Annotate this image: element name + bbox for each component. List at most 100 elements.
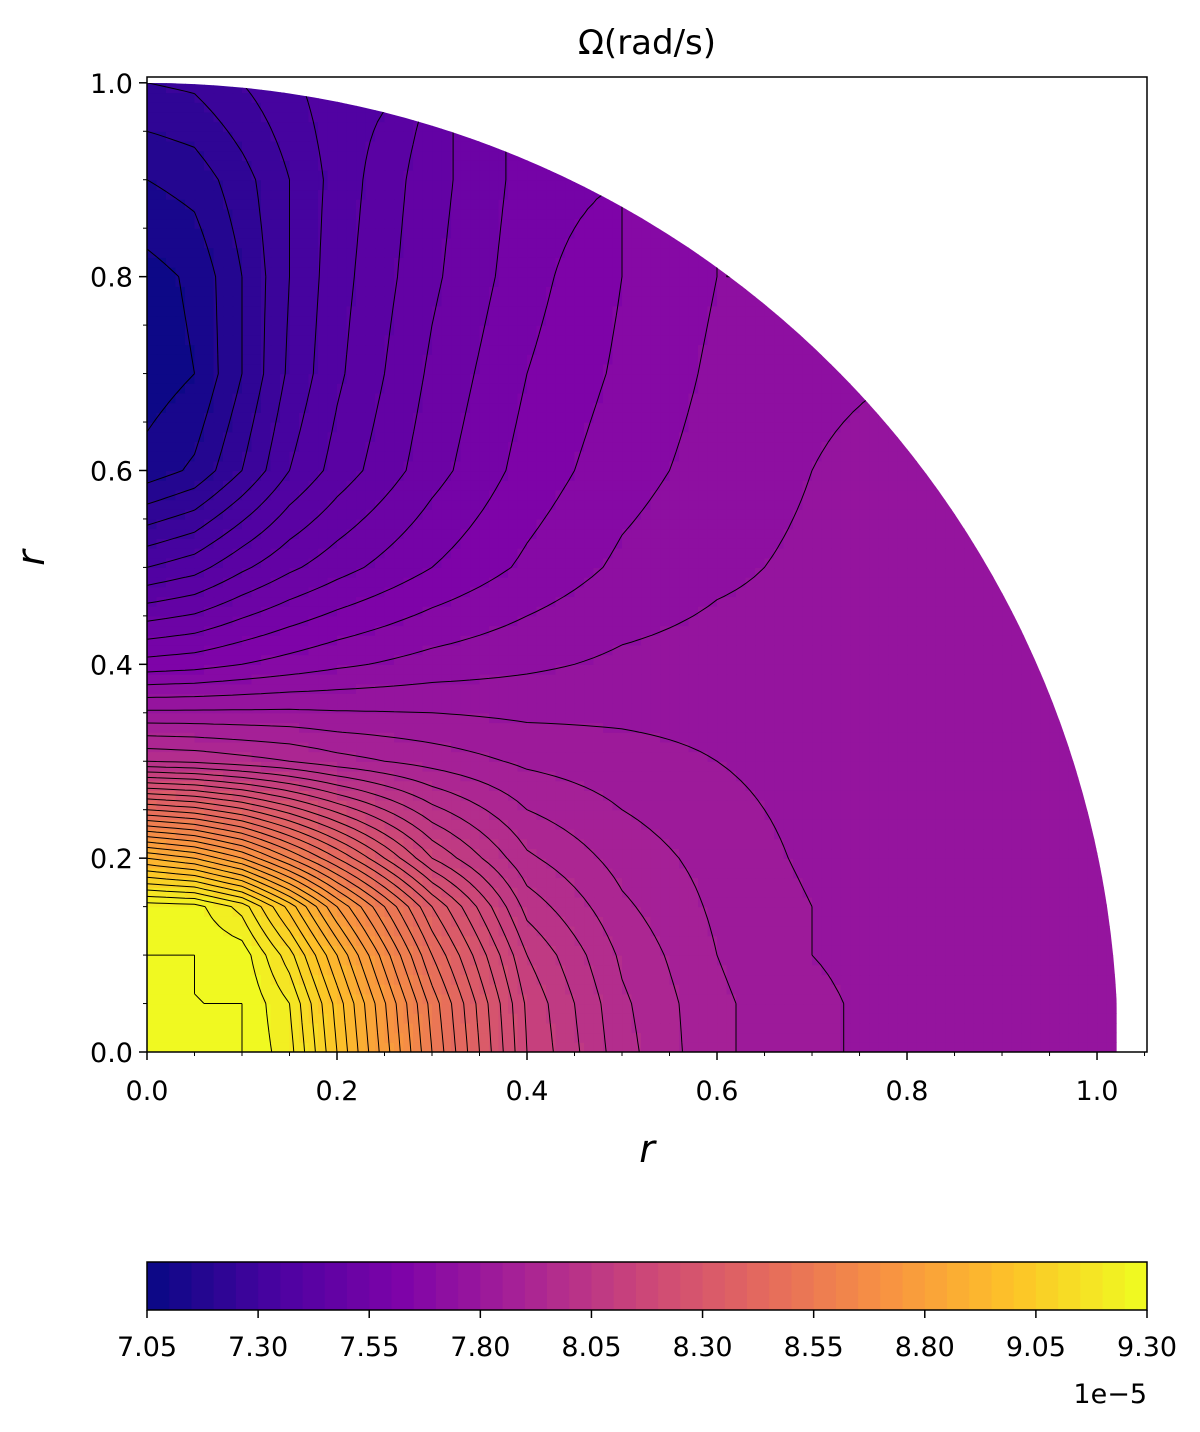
field-cell bbox=[460, 567, 471, 578]
field-cell bbox=[793, 693, 804, 704]
field-cell bbox=[802, 712, 813, 724]
field-cell bbox=[498, 809, 509, 820]
field-cell bbox=[745, 625, 756, 636]
field-cell bbox=[413, 964, 424, 976]
field-cell bbox=[1021, 790, 1032, 801]
field-cell bbox=[470, 896, 481, 908]
field-cell bbox=[555, 1013, 566, 1024]
field-cell bbox=[840, 780, 851, 791]
field-cell bbox=[394, 577, 405, 588]
field-cell bbox=[299, 800, 310, 811]
field-cell bbox=[812, 926, 823, 937]
field-cell bbox=[1049, 906, 1060, 917]
field-cell bbox=[1021, 964, 1032, 976]
field-cell bbox=[1030, 926, 1041, 937]
field-cell bbox=[223, 1022, 234, 1034]
field-cell bbox=[935, 877, 946, 888]
field-cell bbox=[622, 974, 633, 985]
field-cell bbox=[812, 1022, 823, 1034]
field-cell bbox=[622, 926, 633, 937]
field-cell bbox=[546, 877, 557, 888]
field-cell bbox=[517, 577, 528, 588]
field-cell bbox=[698, 906, 709, 917]
field-cell bbox=[1040, 703, 1051, 714]
field-cell bbox=[764, 693, 775, 704]
field-cell bbox=[1059, 761, 1070, 772]
field-cell bbox=[470, 819, 481, 830]
field-cell bbox=[327, 896, 338, 908]
field-cell bbox=[422, 906, 433, 917]
field-cell bbox=[964, 800, 975, 811]
field-cell bbox=[888, 974, 899, 985]
field-cell bbox=[375, 1032, 386, 1043]
field-cell bbox=[736, 1013, 747, 1024]
field-cell bbox=[745, 867, 756, 879]
field-cell bbox=[745, 838, 756, 850]
field-cell bbox=[460, 877, 471, 888]
field-cell bbox=[318, 935, 329, 946]
field-cell bbox=[1059, 906, 1070, 917]
field-cell bbox=[337, 557, 348, 569]
field-cell bbox=[612, 790, 623, 801]
field-cell bbox=[223, 964, 234, 976]
field-cell bbox=[1021, 993, 1032, 1005]
field-cell bbox=[755, 761, 766, 772]
field-cell bbox=[346, 703, 357, 714]
field-cell bbox=[337, 577, 348, 588]
field-cell bbox=[204, 712, 215, 724]
field-cell bbox=[574, 955, 585, 966]
field-cell bbox=[1030, 829, 1041, 840]
field-cell bbox=[213, 722, 224, 733]
field-cell bbox=[1059, 1003, 1070, 1014]
field-cell bbox=[840, 955, 851, 966]
field-cell bbox=[603, 635, 614, 646]
field-cell bbox=[850, 1003, 861, 1014]
field-cell bbox=[232, 674, 243, 685]
field-cell bbox=[536, 926, 547, 937]
field-cell bbox=[451, 926, 462, 937]
field-cell bbox=[498, 1032, 509, 1043]
field-cell bbox=[441, 935, 452, 946]
field-cell bbox=[1002, 945, 1013, 956]
field-cell bbox=[536, 693, 547, 704]
field-cell bbox=[356, 964, 367, 976]
field-cell bbox=[755, 596, 766, 607]
field-cell bbox=[1040, 1032, 1051, 1043]
field-cell bbox=[536, 606, 547, 617]
field-cell bbox=[156, 819, 167, 830]
field-cell bbox=[403, 935, 414, 946]
field-cell bbox=[840, 867, 851, 879]
field-cell bbox=[280, 586, 291, 598]
field-cell bbox=[403, 703, 414, 714]
field-cell bbox=[897, 703, 908, 714]
field-cell bbox=[232, 761, 243, 772]
field-cell bbox=[498, 586, 509, 598]
field-cell bbox=[821, 577, 832, 588]
field-cell bbox=[831, 935, 842, 946]
field-cell bbox=[327, 974, 338, 985]
field-cell bbox=[308, 838, 319, 850]
field-cell bbox=[631, 1003, 642, 1014]
field-cell bbox=[717, 1032, 728, 1043]
field-cell bbox=[166, 741, 177, 753]
field-cell bbox=[156, 887, 167, 898]
field-cell bbox=[802, 800, 813, 811]
field-cell bbox=[280, 838, 291, 850]
field-cell bbox=[299, 780, 310, 791]
field-cell bbox=[213, 644, 224, 656]
field-cell bbox=[242, 654, 253, 665]
field-cell bbox=[774, 819, 785, 830]
field-cell bbox=[147, 625, 158, 636]
field-cell bbox=[821, 838, 832, 850]
field-cell bbox=[584, 644, 595, 656]
field-cell bbox=[850, 896, 861, 908]
field-cell bbox=[346, 838, 357, 850]
field-cell bbox=[850, 770, 861, 782]
field-cell bbox=[299, 712, 310, 724]
field-cell bbox=[622, 732, 633, 743]
field-cell bbox=[622, 790, 633, 801]
field-cell bbox=[536, 722, 547, 733]
field-cell bbox=[175, 964, 186, 976]
field-cell bbox=[489, 935, 500, 946]
field-cell bbox=[166, 955, 177, 966]
